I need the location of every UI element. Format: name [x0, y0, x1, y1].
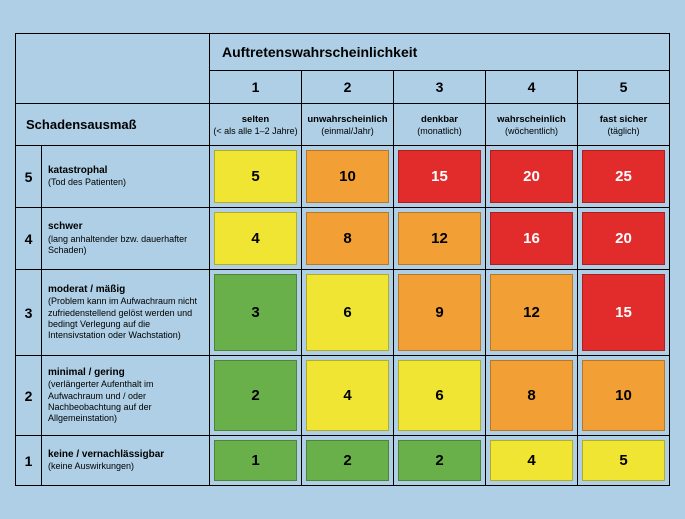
sev-row-num: 5	[16, 146, 42, 208]
matrix-cell: 2	[394, 436, 486, 486]
matrix-body: 5katastrophal(Tod des Patienten)51015202…	[16, 146, 670, 486]
matrix-cell: 2	[302, 436, 394, 486]
matrix-cell: 2	[210, 356, 302, 436]
matrix-cell: 5	[210, 146, 302, 208]
matrix-cell: 4	[302, 356, 394, 436]
matrix-cell: 10	[578, 356, 670, 436]
prob-col-num: 2	[302, 71, 394, 104]
risk-matrix: Auftretenswahrscheinlichkeit 1 2 3 4 5 S…	[15, 33, 670, 486]
matrix-cell: 12	[486, 270, 578, 356]
matrix-cell: 5	[578, 436, 670, 486]
risk-matrix-table: Auftretenswahrscheinlichkeit 1 2 3 4 5 S…	[15, 33, 670, 486]
matrix-cell: 3	[210, 270, 302, 356]
sev-row-lbl: katastrophal(Tod des Patienten)	[42, 146, 210, 208]
matrix-cell: 10	[302, 146, 394, 208]
matrix-cell: 4	[210, 208, 302, 270]
matrix-cell: 20	[486, 146, 578, 208]
matrix-cell: 8	[302, 208, 394, 270]
matrix-cell: 9	[394, 270, 486, 356]
sev-row-num: 4	[16, 208, 42, 270]
matrix-cell: 6	[302, 270, 394, 356]
prob-col-num: 3	[394, 71, 486, 104]
sev-row-num: 1	[16, 436, 42, 486]
prob-col-num: 5	[578, 71, 670, 104]
severity-title: Schadensausmaß	[16, 104, 210, 146]
matrix-cell: 15	[394, 146, 486, 208]
matrix-cell: 16	[486, 208, 578, 270]
matrix-cell: 6	[394, 356, 486, 436]
probability-title: Auftretenswahrscheinlichkeit	[210, 34, 670, 71]
sev-row-lbl: moderat / mäßig(Problem kann im Aufwachr…	[42, 270, 210, 356]
prob-col-num: 4	[486, 71, 578, 104]
prob-col-lbl: selten(< als alle 1–2 Jahre)	[210, 104, 302, 146]
matrix-cell: 25	[578, 146, 670, 208]
prob-col-lbl: wahrscheinlich(wöchentlich)	[486, 104, 578, 146]
matrix-cell: 15	[578, 270, 670, 356]
blank-corner	[16, 34, 210, 104]
matrix-cell: 8	[486, 356, 578, 436]
matrix-cell: 4	[486, 436, 578, 486]
matrix-cell: 12	[394, 208, 486, 270]
sev-row-num: 3	[16, 270, 42, 356]
sev-row-lbl: minimal / gering(verlängerter Aufenthalt…	[42, 356, 210, 436]
sev-row-lbl: keine / vernachlässigbar(keine Auswirkun…	[42, 436, 210, 486]
sev-row-lbl: schwer(lang anhaltender bzw. dauerhafter…	[42, 208, 210, 270]
prob-col-num: 1	[210, 71, 302, 104]
prob-col-lbl: denkbar(monatlich)	[394, 104, 486, 146]
prob-col-lbl: fast sicher(täglich)	[578, 104, 670, 146]
matrix-cell: 20	[578, 208, 670, 270]
sev-row-num: 2	[16, 356, 42, 436]
matrix-cell: 1	[210, 436, 302, 486]
prob-col-lbl: unwahrscheinlich(einmal/Jahr)	[302, 104, 394, 146]
